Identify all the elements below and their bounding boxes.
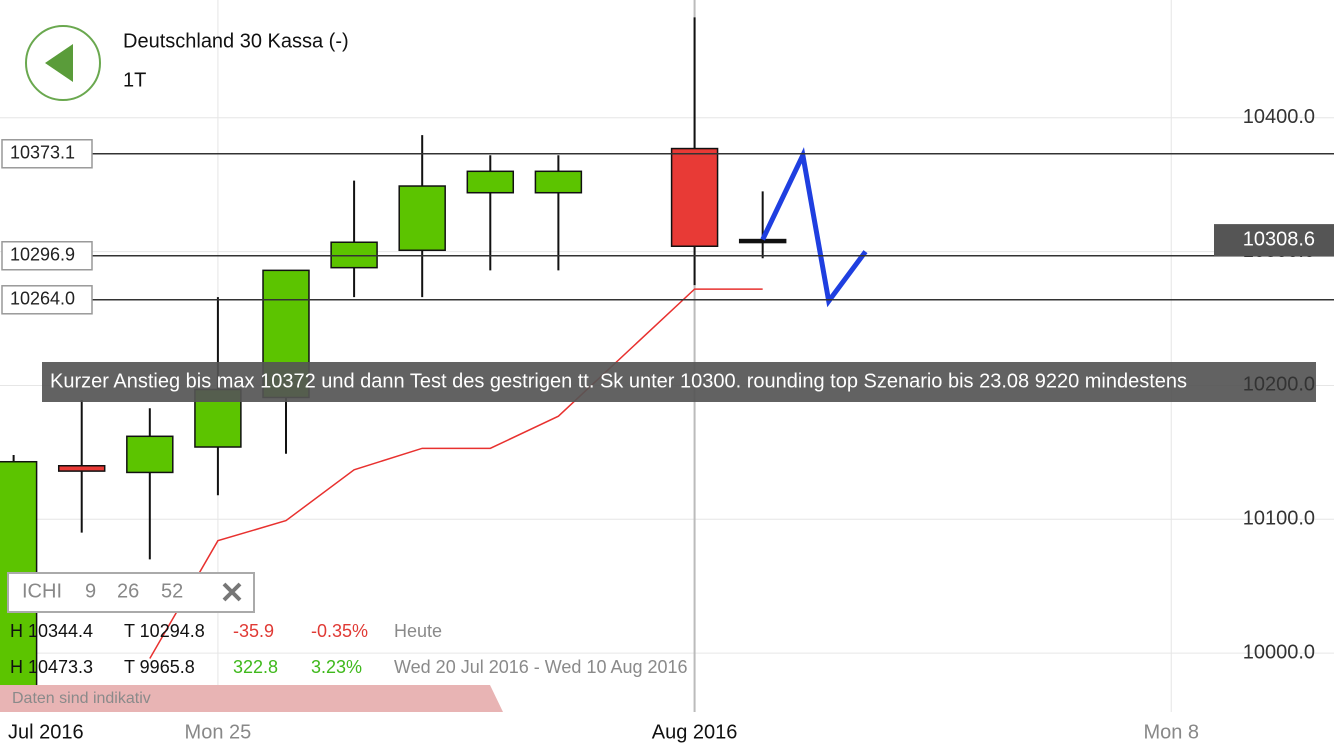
- footer-shape: [0, 685, 503, 712]
- stat-change: -35.9: [233, 621, 274, 641]
- stats: H 10344.4 T 10294.8 -35.9 -0.35% Heute H 1047…: [10, 621, 688, 677]
- indicator-name: ICHI: [22, 580, 62, 602]
- x-axis-strip: [0, 712, 1334, 750]
- x-tick-label: Aug 2016: [652, 721, 738, 743]
- candle-body: [670, 147, 719, 248]
- level-box: [1, 241, 93, 271]
- indicator-param: 26: [117, 580, 139, 602]
- overlay: Deutschland 30 Kassa (-) 1T Kurzer Ansti…: [0, 25, 1334, 750]
- y-tick-label: 10400.0: [1243, 106, 1315, 128]
- stat-low: T 9965.8: [124, 657, 195, 677]
- candle-body: [330, 241, 378, 269]
- line: [149, 288, 763, 659]
- back-arrow: [45, 44, 73, 82]
- annotation: Kurzer Anstieg bis max 10372 und dann Te…: [50, 370, 1187, 392]
- level-label: 10373.1: [10, 143, 75, 163]
- x-tick-label: Mon 8: [1143, 721, 1199, 743]
- level-box: [1, 139, 93, 169]
- y-tick-label: 10000.0: [1243, 641, 1315, 663]
- indicator-param: 52: [161, 580, 183, 602]
- title: Deutschland 30 Kassa (-): [123, 30, 349, 52]
- annotation-box: [42, 362, 1316, 402]
- stat-change: 322.8: [233, 657, 278, 677]
- x-start-label: Jul 2016: [8, 721, 84, 743]
- x-tick-label: Mon 25: [185, 721, 252, 743]
- price-box: [1214, 224, 1334, 257]
- level-label: 10264.0: [10, 289, 75, 309]
- stat-high: H 10473.3: [10, 657, 93, 677]
- candle-body: [466, 170, 515, 194]
- stat-low: T 10294.8: [124, 621, 205, 641]
- candle-body: [126, 435, 174, 474]
- level-box: [1, 285, 93, 315]
- candle-body: [398, 185, 446, 252]
- indicator-param: 9: [85, 580, 96, 602]
- level-label: 10296.9: [10, 245, 75, 265]
- stat-range: Heute: [394, 621, 442, 641]
- price-label: 10308.6: [1243, 228, 1315, 250]
- close-indicator[interactable]: [222, 582, 242, 602]
- stat-percent: 3.23%: [311, 657, 362, 677]
- stat-high: H 10344.4: [10, 621, 93, 641]
- candle-body: [57, 464, 106, 472]
- line: [760, 147, 868, 308]
- candle-body: [738, 238, 787, 244]
- candle-body: [534, 170, 583, 194]
- close-icon: [222, 582, 242, 602]
- y-tick-label: 10100.0: [1243, 508, 1315, 530]
- period: 1T: [123, 69, 146, 91]
- stat-range: Wed 20 Jul 2016 - Wed 10 Aug 2016: [394, 657, 688, 677]
- footer: Daten sind indikativ: [12, 690, 151, 707]
- back-button[interactable]: [25, 25, 101, 101]
- y-tick-label: 10200.0: [1243, 374, 1315, 396]
- indicator-box: [7, 572, 255, 613]
- stat-percent: -0.35%: [311, 621, 368, 641]
